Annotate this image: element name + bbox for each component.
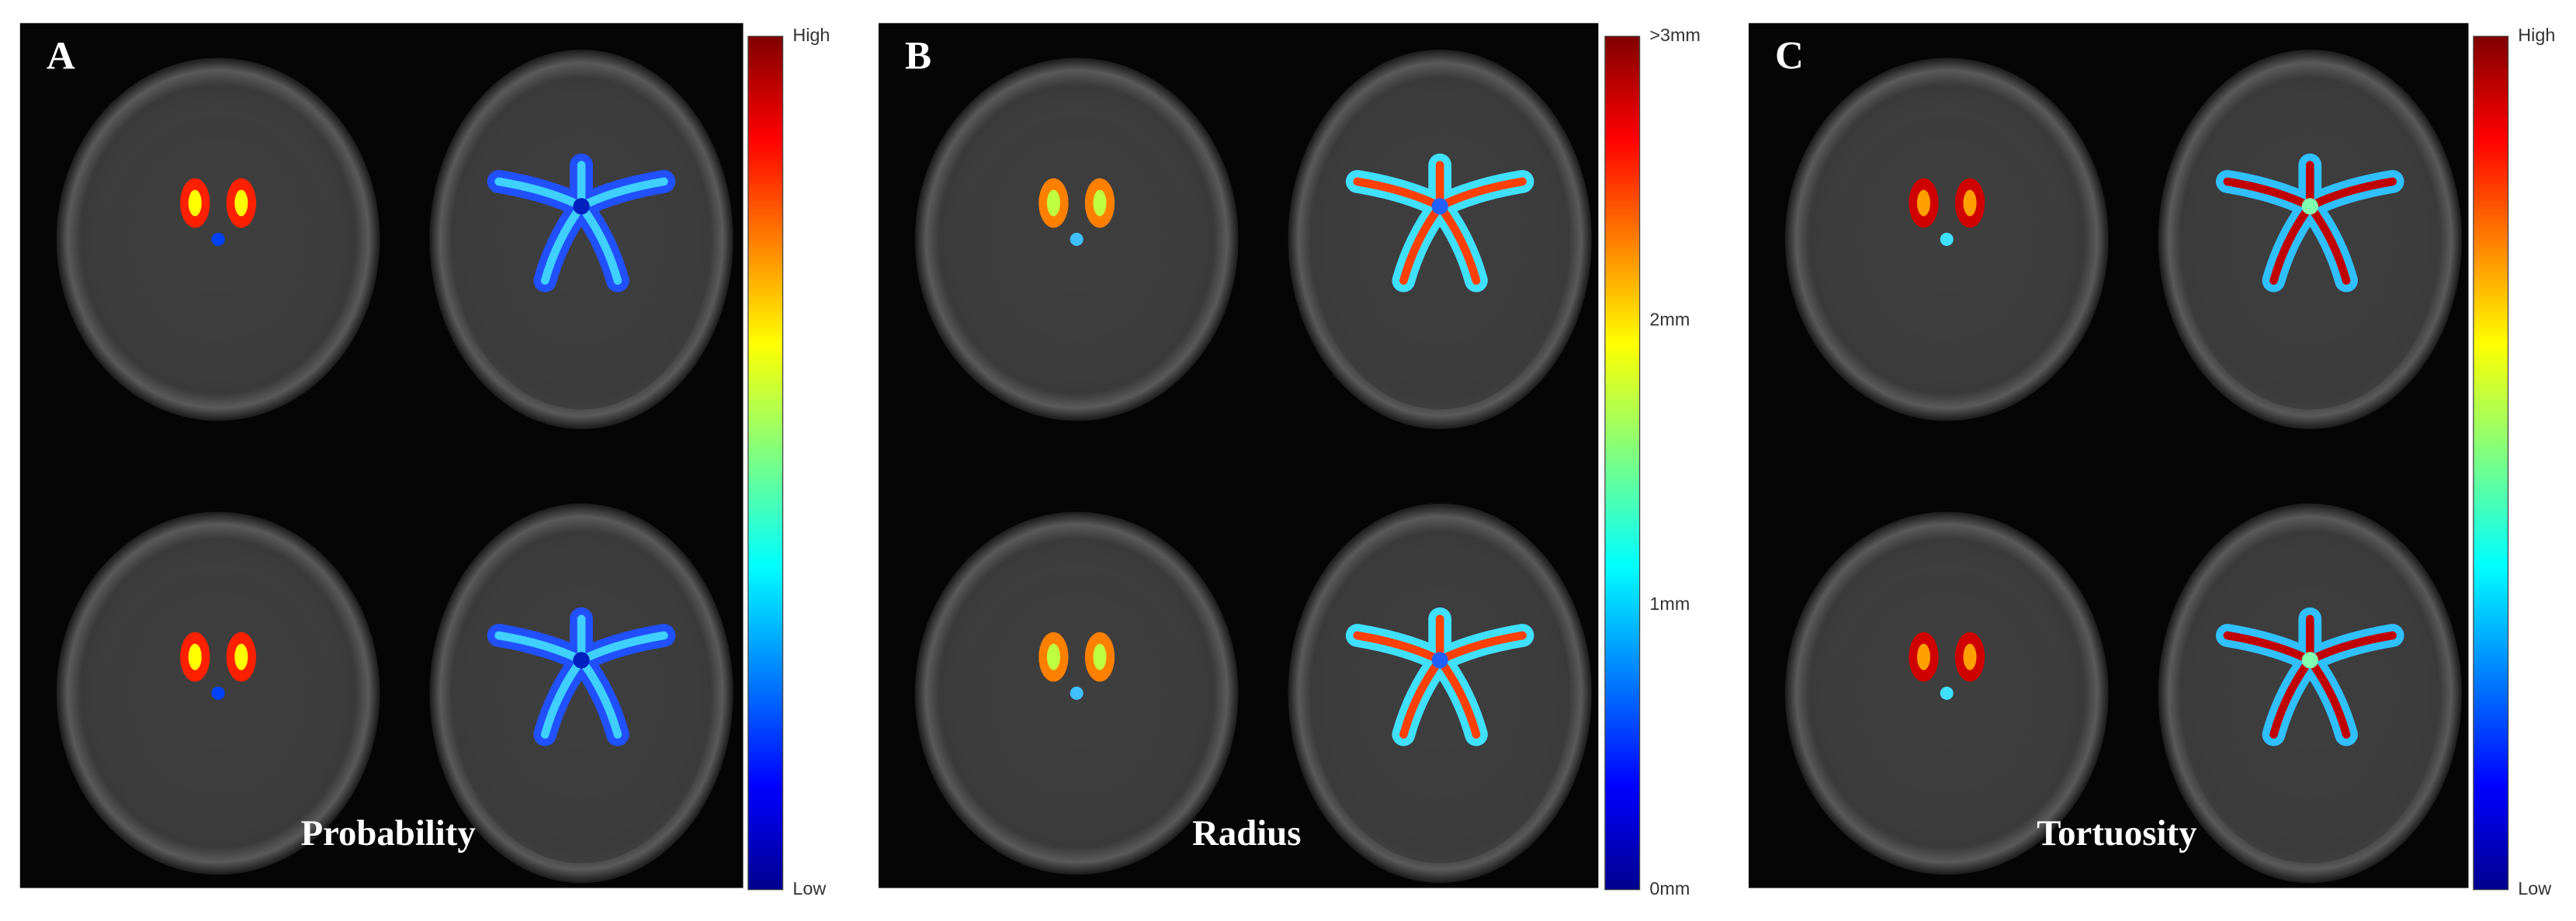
brain-inner — [1831, 115, 2063, 380]
vessel-overlay — [1940, 686, 1954, 700]
colorbar-label: Low — [2518, 878, 2551, 898]
panel-label: C — [1775, 34, 1804, 78]
vessel-overlay — [1431, 652, 1448, 669]
panel-label: B — [905, 34, 931, 78]
vessel-overlay — [573, 652, 590, 669]
panel: C Tortuosity High Low — [1749, 23, 2555, 898]
colorbar — [1604, 36, 1641, 891]
vessel-overlay — [211, 686, 225, 700]
vessel-overlay — [1916, 643, 1930, 670]
panel: A Probability High Low — [19, 23, 830, 898]
panel: B Radius >3mm 2mm 1mm 0mm — [878, 23, 1701, 898]
colorbar-label: 1mm — [1649, 594, 1690, 614]
brain-inner — [102, 569, 334, 834]
brain-inner — [961, 115, 1193, 380]
brain-inner — [452, 539, 710, 864]
panel-caption: Tortuosity — [2037, 813, 2196, 853]
colorbar-label: 2mm — [1649, 310, 1690, 330]
colorbar — [2473, 36, 2509, 891]
brain-inner — [452, 85, 710, 410]
brain-inner — [1311, 539, 1569, 864]
vessel-overlay — [2301, 198, 2318, 215]
brain-inner — [102, 115, 334, 380]
colorbar-label: >3mm — [1649, 25, 1701, 45]
brain-inner — [1831, 569, 2063, 834]
vessel-overlay — [1963, 189, 1977, 216]
colorbar-label: Low — [792, 878, 826, 898]
vessel-overlay — [1093, 643, 1107, 670]
vessel-overlay — [573, 198, 590, 215]
vessel-overlay — [1963, 643, 1977, 670]
vessel-overlay — [234, 643, 248, 670]
panel-caption: Radius — [1192, 813, 1301, 853]
vessel-overlay — [188, 643, 202, 670]
brain-inner — [1311, 85, 1569, 410]
vessel-overlay — [1046, 643, 1060, 670]
vessel-overlay — [211, 232, 225, 246]
vessel-overlay — [188, 189, 202, 216]
vessel-overlay — [1916, 189, 1930, 216]
colorbar-label: 0mm — [1649, 878, 1690, 898]
colorbar-label: High — [792, 25, 830, 45]
colorbar-label: High — [2518, 25, 2555, 45]
brain-inner — [2181, 539, 2439, 864]
vessel-overlay — [1070, 232, 1083, 246]
brain-inner — [2181, 85, 2439, 410]
panel-caption: Probability — [301, 813, 476, 853]
vessel-overlay — [2301, 652, 2318, 669]
vessel-overlay — [1070, 686, 1083, 700]
colorbar — [747, 36, 784, 891]
vessel-overlay — [1940, 232, 1954, 246]
brain-inner — [961, 569, 1193, 834]
vessel-overlay — [1431, 198, 1448, 215]
panel-label: A — [47, 34, 75, 78]
vessel-overlay — [1093, 189, 1107, 216]
vessel-overlay — [234, 189, 248, 216]
vessel-overlay — [1046, 189, 1060, 216]
